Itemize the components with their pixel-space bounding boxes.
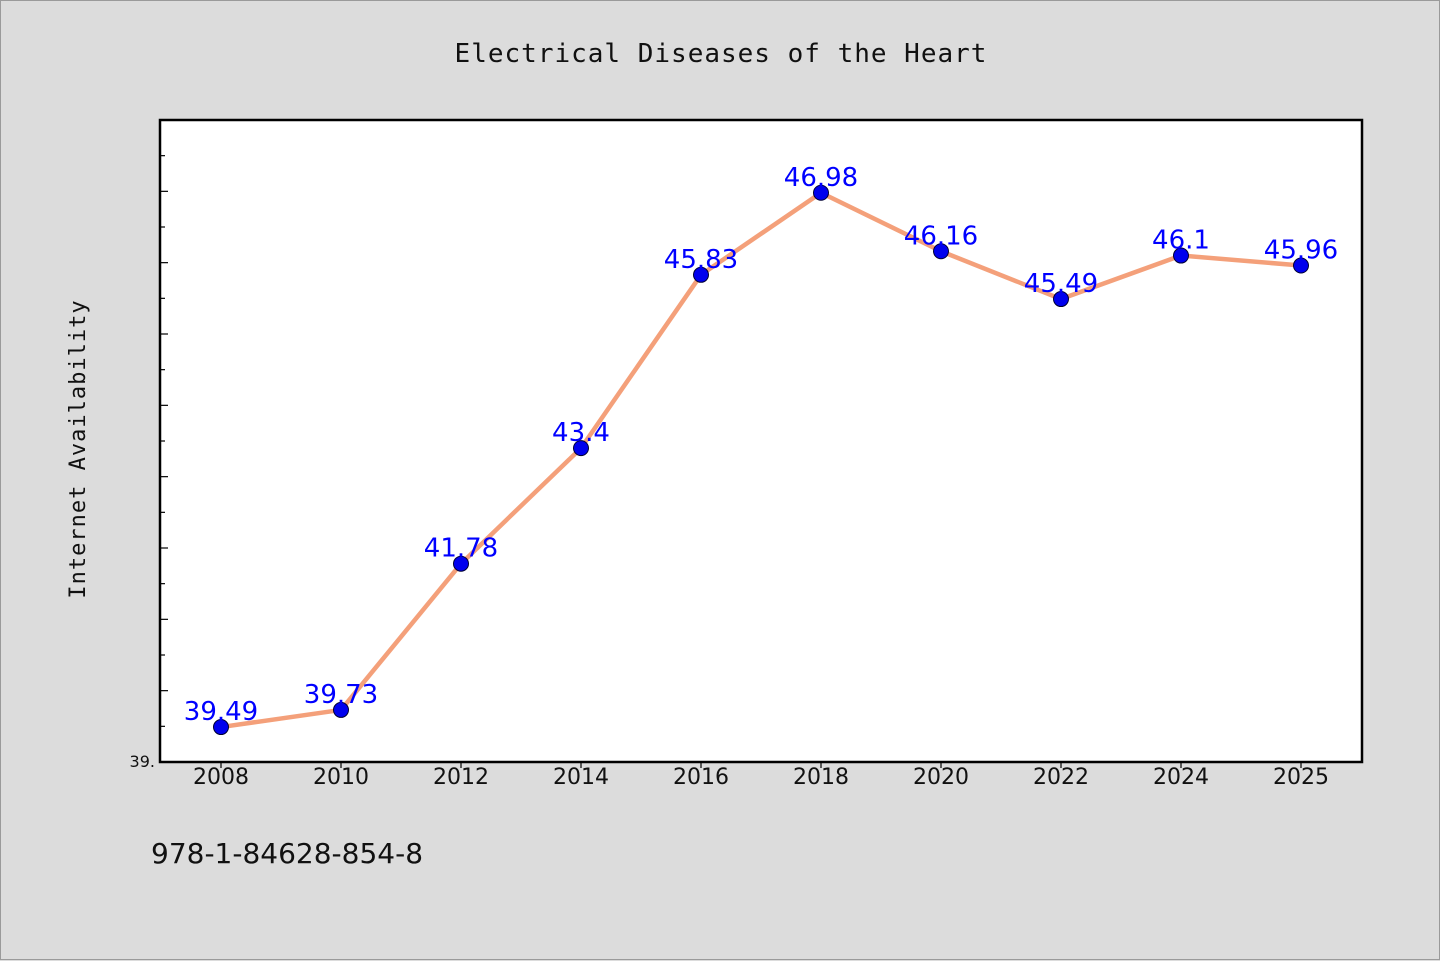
x-tick-label: 2012	[433, 765, 489, 790]
x-tick-label: 2016	[673, 765, 729, 790]
x-tick-label: 2008	[193, 765, 249, 790]
x-tick-label: 2022	[1033, 765, 1089, 790]
x-tick-label: 2018	[793, 765, 849, 790]
data-point-marker	[813, 184, 829, 201]
x-tick-label: 2014	[553, 765, 609, 790]
x-tick-label: 2025	[1273, 765, 1329, 790]
chart-title: Electrical Diseases of the Heart	[455, 39, 988, 69]
y-axis-label: Internet Availability	[66, 299, 91, 598]
data-point-marker	[213, 719, 229, 736]
data-point-label: 45.96	[1264, 236, 1338, 266]
y-axis-min-label: 39.	[130, 752, 155, 771]
data-point-label: 45.49	[1024, 269, 1098, 299]
x-tick-label: 2010	[313, 765, 369, 790]
data-point-marker	[693, 266, 709, 283]
data-point-marker	[1293, 257, 1309, 274]
data-point-label: 41.78	[424, 534, 498, 564]
data-point-marker	[933, 243, 949, 260]
data-point-label: 45.83	[664, 245, 738, 275]
series-layer: 39.49 39.73 41.78 43.4 45.83 46.98 46.16 45.49 4…	[184, 163, 1338, 736]
data-point-marker	[333, 701, 349, 718]
data-point-label: 43.4	[552, 418, 610, 448]
x-tick-label: 2024	[1153, 765, 1209, 790]
series-line	[218, 190, 1304, 730]
plot-area	[158, 118, 1364, 764]
x-axis-ticks: 2008 2010 2012 2014 2016 2018 2020 2022 2024 2025	[193, 762, 1329, 790]
data-point-label: 46.1	[1152, 226, 1210, 256]
data-point-label: 46.98	[784, 163, 858, 193]
y-axis-ticks	[160, 119, 168, 763]
data-point-marker	[1173, 247, 1189, 264]
footnote-isbn: 978-1-84628-854-8	[151, 837, 423, 870]
data-point-marker	[1053, 291, 1069, 308]
data-point-marker	[573, 440, 589, 457]
data-point-label: 39.73	[304, 680, 378, 710]
data-point-label: 46.16	[904, 221, 978, 251]
data-point-marker	[453, 555, 469, 572]
data-point-label: 39.49	[184, 697, 258, 727]
x-tick-label: 2020	[913, 765, 969, 790]
